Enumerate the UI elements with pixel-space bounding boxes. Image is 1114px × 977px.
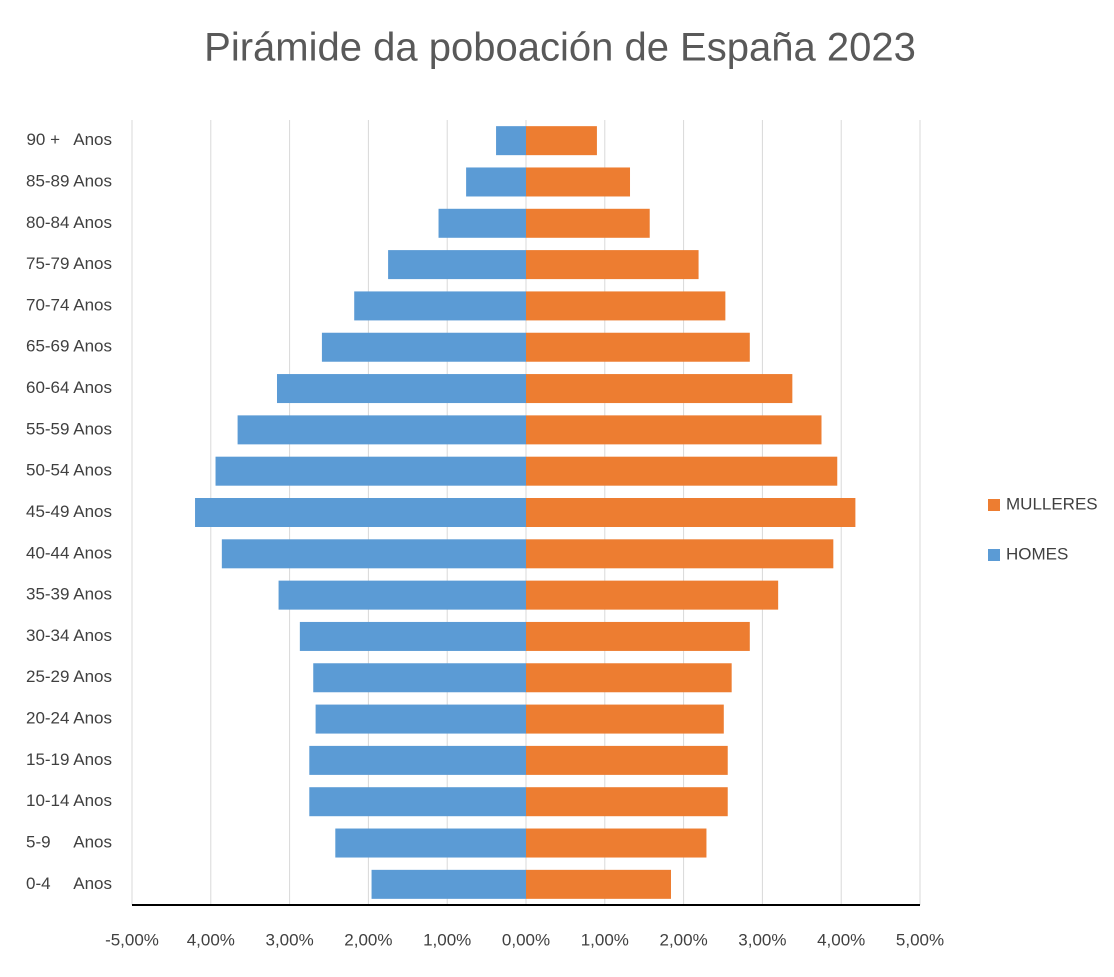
y-tick-label: 50-54 Anos — [26, 461, 112, 480]
bar — [526, 167, 631, 197]
bar — [309, 787, 526, 817]
bar — [278, 580, 526, 610]
x-tick-label: 2,00% — [659, 930, 707, 949]
bar — [526, 456, 838, 486]
bar — [496, 126, 526, 156]
y-tick-label: 35-39 Anos — [26, 585, 112, 604]
bar — [526, 704, 724, 734]
x-tick-label: 3,00% — [265, 930, 313, 949]
bar — [526, 828, 707, 858]
y-tick-label: 15-19 Anos — [26, 750, 112, 769]
bar — [438, 208, 526, 238]
bar — [526, 498, 856, 527]
bar — [526, 208, 650, 238]
y-tick-label: 25-29 Anos — [26, 667, 112, 686]
bar — [526, 415, 822, 445]
y-tick-label: 20-24 Anos — [26, 709, 112, 728]
y-tick-label: 85-89 Anos — [26, 171, 112, 190]
bar — [315, 704, 526, 734]
y-tick-label: 0-4 Anos — [26, 874, 112, 893]
y-tick-label: 65-69 Anos — [26, 337, 112, 356]
y-tick-label: 60-64 Anos — [26, 378, 112, 397]
bar — [321, 332, 526, 362]
bar — [335, 828, 526, 858]
legend-swatch — [988, 549, 1000, 561]
bar — [215, 456, 526, 486]
bar — [466, 167, 526, 197]
bar — [526, 291, 726, 321]
y-tick-label: 55-59 Anos — [26, 419, 112, 438]
bar — [526, 250, 699, 280]
y-tick-label: 70-74 Anos — [26, 295, 112, 314]
bar — [388, 250, 526, 280]
bar — [526, 869, 671, 899]
bar — [237, 415, 527, 445]
bar — [526, 745, 728, 775]
bar — [526, 580, 779, 610]
legend-label: MULLERES — [1006, 494, 1098, 513]
bar — [371, 869, 526, 899]
x-tick-label: 0,00% — [502, 930, 550, 949]
bar — [299, 621, 526, 651]
x-tick-label: 1,00% — [581, 930, 629, 949]
y-tick-label: 80-84 Anos — [26, 213, 112, 232]
bar — [309, 745, 526, 775]
x-tick-label: 4,00% — [187, 930, 235, 949]
x-tick-label: -5,00% — [105, 930, 159, 949]
x-tick-label: 4,00% — [817, 930, 865, 949]
bar — [526, 787, 728, 817]
y-tick-label: 90 + Anos — [26, 130, 112, 149]
bar — [221, 539, 526, 569]
bar — [526, 621, 750, 651]
bar — [276, 374, 526, 404]
y-tick-label: 5-9 Anos — [26, 833, 112, 852]
y-tick-label: 40-44 Anos — [26, 543, 112, 562]
bar — [313, 663, 526, 693]
bar — [526, 539, 834, 569]
bar — [526, 663, 732, 693]
legend-label: HOMES — [1006, 544, 1068, 563]
x-tick-label: 3,00% — [738, 930, 786, 949]
bar — [354, 291, 526, 321]
x-tick-label: 2,00% — [344, 930, 392, 949]
x-tick-label: 1,00% — [423, 930, 471, 949]
legend-swatch — [988, 499, 1000, 511]
x-tick-label: 5,00% — [896, 930, 944, 949]
bar — [526, 332, 750, 362]
chart-title: Pirámide da poboación de España 2023 — [204, 26, 916, 70]
y-tick-label: 30-34 Anos — [26, 626, 112, 645]
bar — [526, 126, 597, 156]
y-tick-label: 10-14 Anos — [26, 791, 112, 810]
y-tick-label: 45-49 Anos — [26, 502, 112, 521]
y-tick-label: 75-79 Anos — [26, 254, 112, 273]
bar — [195, 498, 527, 527]
bar — [526, 374, 793, 404]
